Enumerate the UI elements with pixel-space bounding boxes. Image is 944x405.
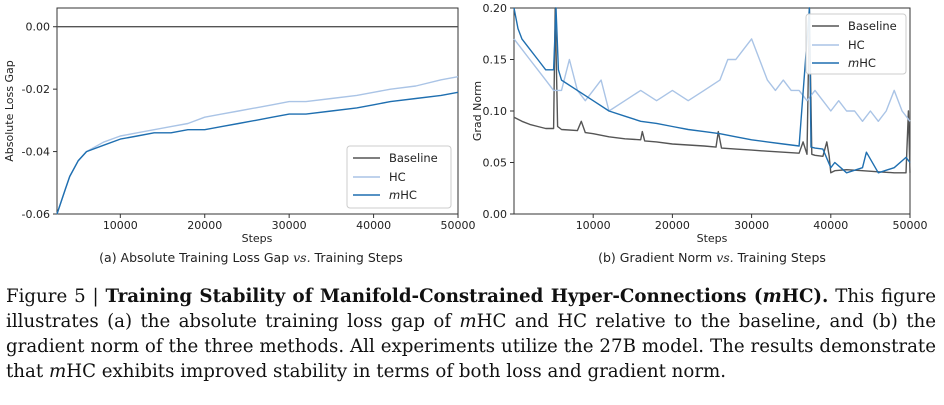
tick-group-b: 10000 20000 30000 40000 50000 0.00 0.05 0.10 0.1… [483,2,928,232]
y-tick-label-b: 0.00 [483,208,508,221]
subcaption-a-prefix: (a) Absolute Training Loss Gap [99,250,293,265]
caption-label: Figure 5 | [6,286,106,307]
legend-label-hc-a: HC [389,170,406,184]
x-tick-label-b: 30000 [734,219,769,232]
legend-box-b [805,13,907,75]
legend-b: Baseline HC mHC [805,13,907,75]
y-tick-label-a: 0.00 [26,21,51,34]
x-axis-label-a: Steps [242,232,273,245]
legend-a: Baseline HC mHC [346,145,452,209]
legend-label-hc-b: HC [848,38,865,52]
y-tick-label-b: 0.15 [483,54,508,67]
legend-label-mhc-b: mHC [848,56,876,70]
x-tick-label-a: 50000 [441,219,476,232]
y-tick-label-a: -0.04 [22,146,50,159]
x-tick-label-a: 30000 [272,219,307,232]
caption-title-italic: m [762,286,782,307]
x-tick-label-a: 20000 [187,219,222,232]
y-tick-label-a: -0.06 [22,208,50,221]
plot-frame-a [56,7,459,215]
tick-group-a: 10000 20000 30000 40000 50000 0.00 -0.02 -0.04 -… [22,21,476,232]
legend-label-mhc-a-italic: m [389,188,400,202]
legend-label-baseline-a: Baseline [389,151,438,165]
legend-label-baseline-b: Baseline [848,19,897,33]
legend-box-a [346,145,452,209]
y-tick-label-a: -0.02 [22,83,50,96]
figure-caption: Figure 5 | Training Stability of Manifol… [6,284,936,384]
chart-grad-norm: 10000 20000 30000 40000 50000 0.00 0.05 0.10 0.1… [471,2,928,265]
subcaption-a-suffix: Training Steps [311,250,403,265]
subcaption-b-suffix: Training Steps [734,250,826,265]
subcaption-a: (a) Absolute Training Loss Gap vs. Train… [99,250,403,265]
series-line-mhc-b [513,7,911,174]
series-line-baseline-b [513,7,911,174]
x-tick-label-a: 10000 [103,219,138,232]
caption-italic-1: m [459,311,477,332]
y-tick-label-b: 0.20 [483,2,508,15]
subcaption-a-vs: vs. [293,250,310,265]
figure-canvas: 10000 20000 30000 40000 50000 0.00 -0.02 -0.04 -… [3,2,928,265]
x-tick-label-a: 40000 [356,219,391,232]
series-line-hc-b [513,38,911,123]
chart-loss-gap: 10000 20000 30000 40000 50000 0.00 -0.02 -0.04 -… [3,7,476,265]
legend-label-mhc-a-rest: HC [400,188,417,202]
y-tick-label-b: 0.05 [483,157,508,170]
subcaption-b-prefix: (b) Gradient Norm [598,250,716,265]
y-axis-label-a: Absolute Loss Gap [3,60,16,161]
caption-title: Training Stability of Manifold-Constrain… [105,286,828,307]
series-group-a [56,26,459,215]
legend-label-mhc-b-italic: m [848,56,859,70]
y-axis-label-b: Grad Norm [471,81,484,141]
subcaption-b: (b) Gradient Norm vs. Training Steps [598,250,826,265]
caption-text-2: HC and HC relative to the baseline, and … [6,311,936,382]
caption-title-prefix: Training Stability of Manifold-Constrain… [105,286,763,307]
x-axis-label-b: Steps [697,232,728,245]
series-group-b [513,7,911,174]
caption-title-suffix: HC). [781,286,829,307]
y-tick-label-b: 0.10 [483,105,508,118]
x-tick-label-b: 10000 [576,219,611,232]
x-tick-label-b: 40000 [813,219,848,232]
series-line-mhc-a [56,91,459,215]
legend-label-mhc-b-rest: HC [859,56,876,70]
caption-text-1: This figure illustrates (a) the absolute… [6,286,936,332]
x-tick-label-b: 50000 [893,219,928,232]
subcaption-b-vs: vs. [716,250,733,265]
legend-label-mhc-a: mHC [389,188,417,202]
x-tick-label-b: 20000 [655,219,690,232]
caption-italic-2: m [48,361,67,382]
caption-text-3: HC exhibits improved stability in terms … [66,361,727,382]
